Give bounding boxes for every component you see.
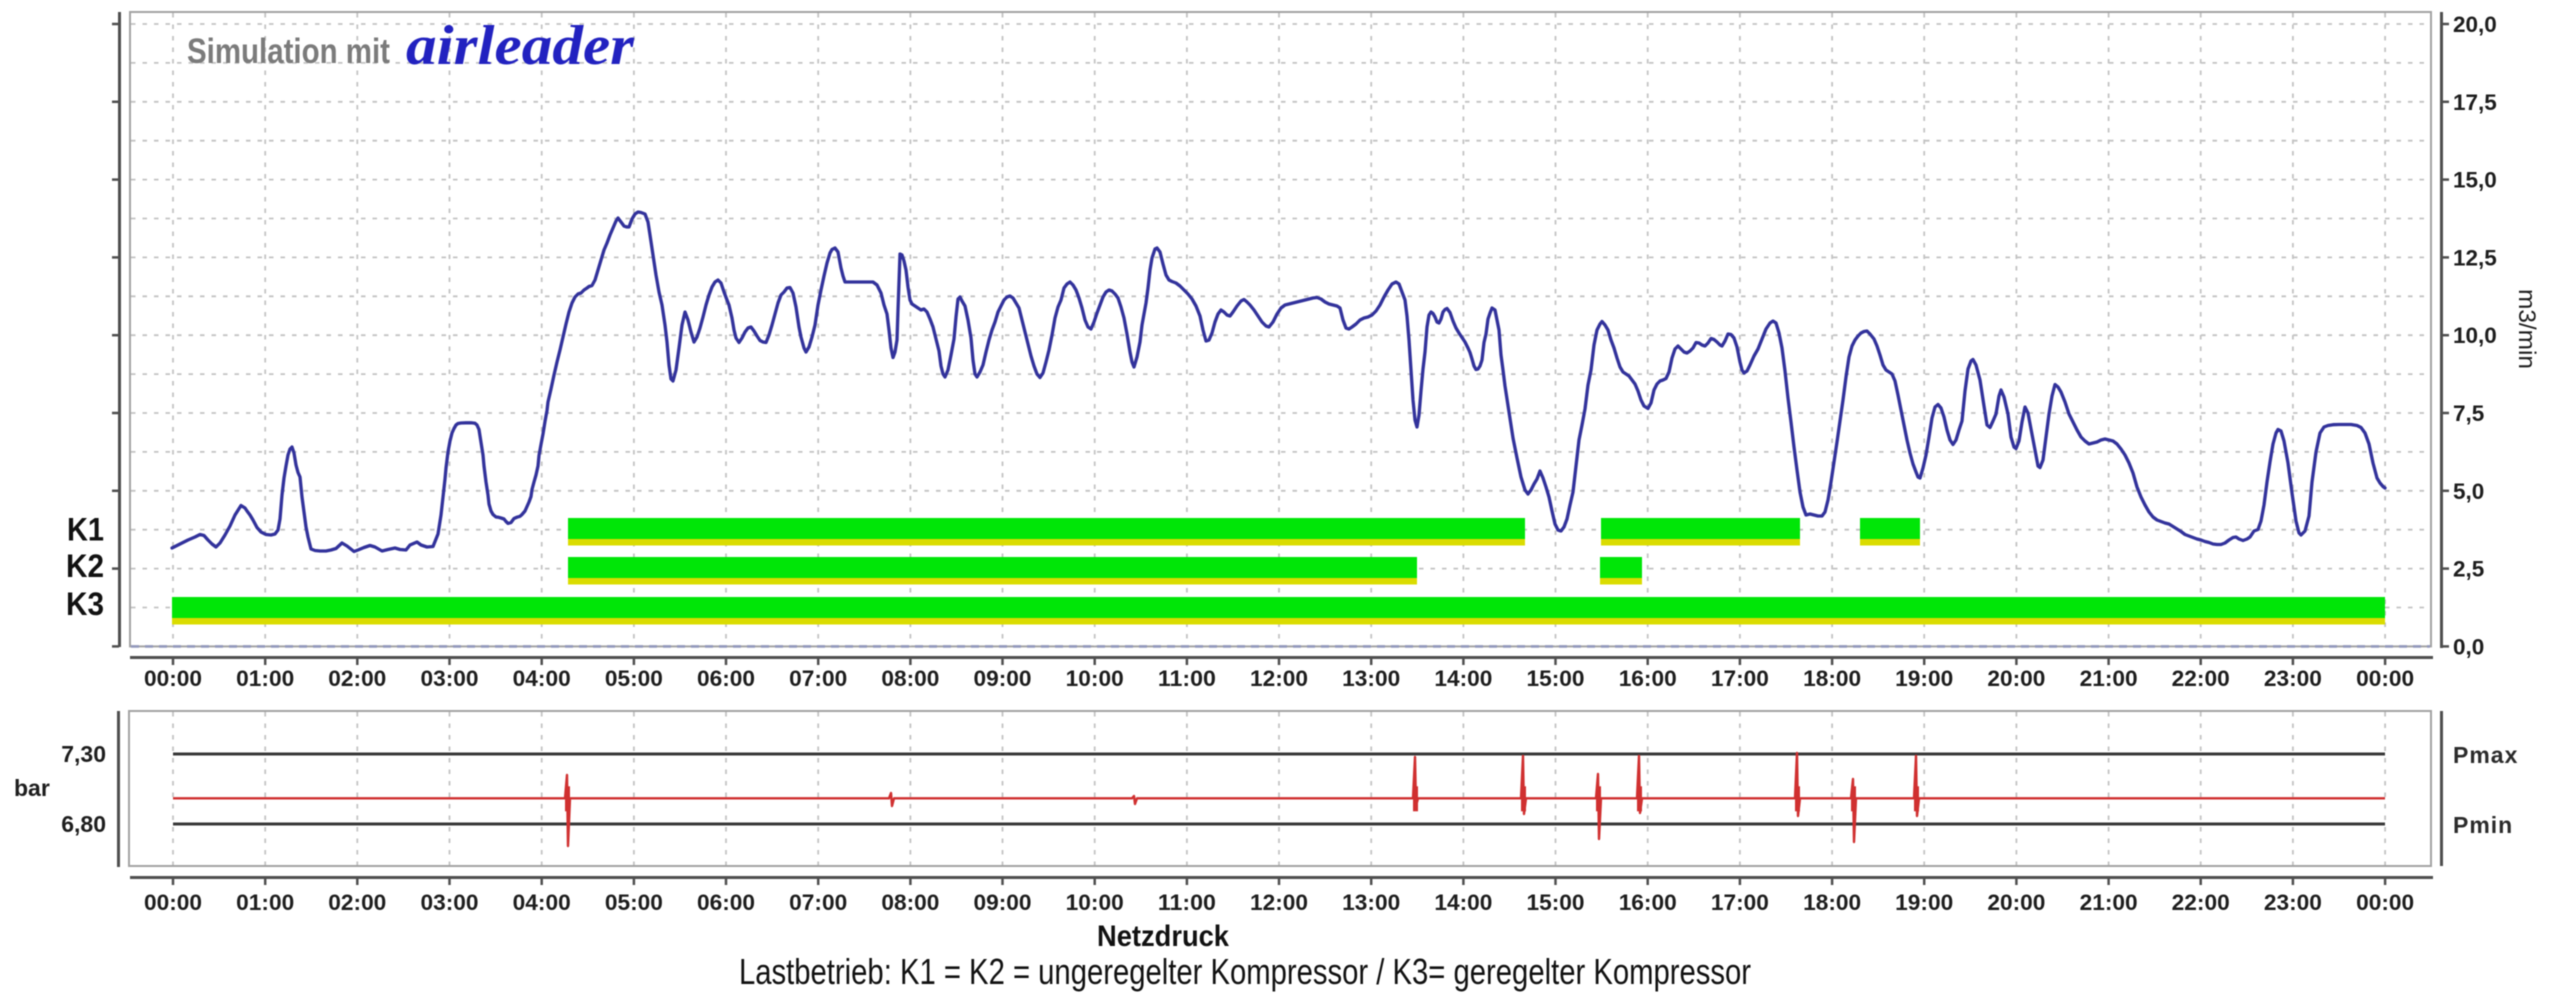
svg-text:11:00: 11:00 [1158, 666, 1216, 691]
svg-text:21:00: 21:00 [2080, 890, 2138, 915]
svg-text:18:00: 18:00 [1803, 666, 1861, 691]
svg-text:12:00: 12:00 [1250, 666, 1308, 691]
svg-text:K1: K1 [67, 512, 104, 548]
svg-text:19:00: 19:00 [1895, 890, 1953, 915]
svg-text:00:00: 00:00 [2356, 890, 2414, 915]
svg-text:08:00: 08:00 [881, 890, 939, 915]
svg-text:Simulation mit: Simulation mit [187, 32, 390, 71]
svg-text:03:00: 03:00 [421, 890, 479, 915]
svg-text:08:00: 08:00 [881, 666, 939, 691]
svg-text:01:00: 01:00 [236, 890, 294, 915]
svg-text:0,0: 0,0 [2453, 634, 2484, 659]
svg-text:04:00: 04:00 [513, 890, 571, 915]
svg-text:17,5: 17,5 [2453, 90, 2497, 115]
svg-text:00:00: 00:00 [144, 890, 202, 915]
svg-text:02:00: 02:00 [328, 890, 386, 915]
svg-text:05:00: 05:00 [605, 890, 663, 915]
svg-text:01:00: 01:00 [236, 666, 294, 691]
svg-text:20,0: 20,0 [2453, 12, 2497, 37]
svg-text:K3: K3 [66, 586, 104, 622]
svg-text:22:00: 22:00 [2172, 890, 2230, 915]
svg-text:Pmax: Pmax [2453, 742, 2518, 768]
svg-text:04:00: 04:00 [513, 666, 571, 691]
svg-text:12,5: 12,5 [2453, 245, 2497, 270]
svg-text:Pmin: Pmin [2453, 812, 2513, 838]
svg-text:15,0: 15,0 [2453, 168, 2497, 193]
svg-text:09:00: 09:00 [974, 890, 1032, 915]
svg-text:17:00: 17:00 [1711, 890, 1769, 915]
svg-text:23:00: 23:00 [2264, 666, 2322, 691]
svg-text:09:00: 09:00 [974, 666, 1032, 691]
svg-text:03:00: 03:00 [421, 666, 479, 691]
svg-text:Lastbetrieb: K1 = K2 = ungereg: Lastbetrieb: K1 = K2 = ungeregelter Komp… [739, 951, 1751, 992]
svg-text:15:00: 15:00 [1527, 890, 1585, 915]
svg-text:m3/min: m3/min [2513, 289, 2540, 369]
svg-text:06:00: 06:00 [697, 666, 755, 691]
svg-text:05:00: 05:00 [605, 666, 663, 691]
svg-text:K2: K2 [66, 548, 104, 584]
svg-text:10:00: 10:00 [1066, 890, 1124, 915]
svg-text:21:00: 21:00 [2080, 666, 2138, 691]
svg-text:23:00: 23:00 [2264, 890, 2322, 915]
svg-text:16:00: 16:00 [1619, 666, 1677, 691]
svg-text:14:00: 14:00 [1434, 666, 1492, 691]
svg-text:10:00: 10:00 [1066, 666, 1124, 691]
svg-text:06:00: 06:00 [697, 890, 755, 915]
svg-text:20:00: 20:00 [1987, 666, 2045, 691]
svg-text:00:00: 00:00 [2356, 666, 2414, 691]
svg-text:5,0: 5,0 [2453, 479, 2484, 504]
svg-text:22:00: 22:00 [2172, 666, 2230, 691]
svg-text:20:00: 20:00 [1987, 890, 2045, 915]
svg-text:13:00: 13:00 [1342, 890, 1400, 915]
svg-text:Netzdruck: Netzdruck [1097, 920, 1229, 953]
svg-text:12:00: 12:00 [1250, 890, 1308, 915]
svg-text:10,0: 10,0 [2453, 323, 2497, 348]
svg-text:17:00: 17:00 [1711, 666, 1769, 691]
svg-text:airleader: airleader [406, 15, 635, 77]
svg-text:7,30: 7,30 [61, 741, 106, 767]
svg-text:bar: bar [14, 775, 50, 801]
svg-text:16:00: 16:00 [1619, 890, 1677, 915]
svg-text:11:00: 11:00 [1158, 890, 1216, 915]
svg-text:7,5: 7,5 [2453, 401, 2484, 426]
svg-text:15:00: 15:00 [1527, 666, 1585, 691]
svg-text:02:00: 02:00 [328, 666, 386, 691]
svg-text:6,80: 6,80 [61, 811, 106, 837]
svg-text:18:00: 18:00 [1803, 890, 1861, 915]
svg-text:14:00: 14:00 [1434, 890, 1492, 915]
svg-text:13:00: 13:00 [1342, 666, 1400, 691]
svg-text:00:00: 00:00 [144, 666, 202, 691]
svg-text:19:00: 19:00 [1895, 666, 1953, 691]
svg-text:2,5: 2,5 [2453, 557, 2484, 582]
svg-text:07:00: 07:00 [789, 666, 847, 691]
svg-text:07:00: 07:00 [789, 890, 847, 915]
